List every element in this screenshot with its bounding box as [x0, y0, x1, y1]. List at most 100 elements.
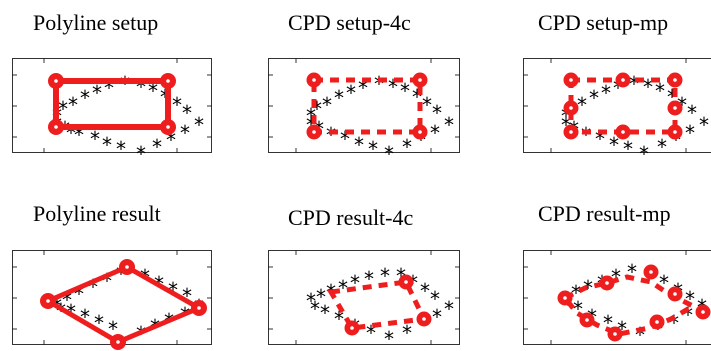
control-point	[306, 124, 322, 140]
svg-text:*: *	[102, 133, 112, 157]
svg-text:*: *	[583, 276, 593, 300]
svg-text:*: *	[180, 121, 190, 145]
control-point	[563, 100, 579, 116]
svg-text:*: *	[346, 81, 356, 105]
svg-text:*: *	[166, 128, 176, 152]
control-point	[615, 72, 631, 88]
svg-text:*: *	[685, 287, 695, 311]
panel-polyline-result: *** *** *** *** *** *** **	[12, 250, 212, 350]
point-cloud: *** *** *** *** *** *** *** **	[561, 72, 709, 166]
panel-title-cpd-result-mp: CPD result-mp	[538, 201, 671, 226]
svg-text:*: *	[430, 287, 440, 311]
svg-text:*: *	[639, 142, 649, 166]
svg-text:*: *	[685, 121, 695, 145]
control-point	[110, 334, 126, 350]
svg-text:*: *	[366, 321, 376, 345]
svg-text:*: *	[66, 121, 76, 145]
svg-text:*: *	[444, 297, 454, 321]
svg-text:*: *	[350, 271, 360, 295]
svg-text:*: *	[402, 321, 412, 345]
cpd-shape	[561, 274, 699, 337]
svg-text:*: *	[609, 133, 619, 157]
control-point	[412, 124, 428, 140]
panel-cpd-setup-mp: *** *** *** *** *** *** *** **	[523, 58, 711, 166]
panel-title-cpd-result-4c: CPD result-4c	[288, 205, 414, 230]
axis-frame	[12, 58, 212, 153]
svg-text:*: *	[432, 101, 442, 125]
axis-frame	[523, 250, 711, 345]
control-point	[40, 293, 56, 309]
svg-text:*: *	[402, 135, 412, 159]
svg-text:*: *	[168, 278, 178, 302]
svg-text:*: *	[384, 327, 394, 351]
svg-text:*: *	[182, 101, 192, 125]
control-point	[563, 124, 579, 140]
svg-text:*: *	[643, 75, 653, 99]
svg-text:*: *	[623, 137, 633, 161]
svg-text:*: *	[306, 289, 316, 313]
svg-text:*: *	[322, 93, 332, 117]
svg-text:*: *	[561, 113, 571, 137]
point-cloud: *** *** *** *** *** *** *** **	[306, 72, 454, 166]
svg-text:*: *	[116, 262, 126, 286]
svg-text:*: *	[182, 284, 192, 308]
svg-text:*: *	[629, 72, 639, 96]
svg-text:*: *	[617, 317, 627, 341]
svg-text:*: *	[316, 285, 326, 309]
svg-text:*: *	[116, 137, 126, 161]
svg-text:*: *	[603, 311, 613, 335]
control-point	[160, 119, 176, 135]
svg-text:*: *	[444, 113, 454, 137]
svg-text:*: *	[380, 264, 390, 288]
control-point	[643, 264, 659, 280]
panel-title-polyline-result: Polyline result	[33, 201, 161, 226]
svg-text:*: *	[136, 75, 146, 99]
control-point	[579, 312, 595, 328]
svg-text:*: *	[396, 264, 406, 288]
svg-text:*: *	[104, 76, 114, 100]
control-point	[48, 73, 64, 89]
svg-text:*: *	[581, 123, 591, 147]
control-point	[398, 274, 414, 290]
svg-text:*: *	[136, 142, 146, 166]
svg-text:*: *	[577, 93, 587, 117]
cpd-shape	[311, 77, 423, 135]
control-point	[191, 300, 207, 316]
svg-text:*: *	[430, 121, 440, 145]
svg-text:*: *	[62, 288, 72, 312]
svg-text:*: *	[671, 128, 681, 152]
control-point	[160, 73, 176, 89]
svg-text:*: *	[80, 305, 90, 329]
control-point	[412, 72, 428, 88]
control-point	[615, 124, 631, 140]
svg-text:*: *	[334, 307, 344, 331]
svg-text:*: *	[338, 276, 348, 300]
svg-text:*: *	[172, 93, 182, 117]
svg-text:*: *	[108, 317, 118, 341]
control-point	[667, 100, 683, 116]
svg-text:*: *	[374, 72, 384, 96]
svg-text:*: *	[364, 267, 374, 291]
svg-text:*: *	[388, 75, 398, 99]
svg-text:*: *	[655, 79, 665, 103]
panel-cpd-setup-4c: *** *** *** *** *** *** *** **	[268, 58, 460, 166]
svg-text:*: *	[334, 86, 344, 110]
control-point	[48, 119, 64, 135]
svg-text:*: *	[677, 93, 687, 117]
panel-title-polyline-setup: Polyline setup	[33, 10, 159, 35]
control-point	[667, 72, 683, 88]
svg-text:*: *	[667, 85, 677, 109]
svg-text:*: *	[601, 81, 611, 105]
control-point	[649, 314, 665, 330]
svg-text:*: *	[340, 127, 350, 151]
svg-text:*: *	[611, 265, 621, 289]
control-point	[557, 290, 573, 306]
svg-text:*: *	[320, 301, 330, 325]
svg-text:*: *	[412, 85, 422, 109]
svg-text:*: *	[669, 311, 679, 335]
panel-cpd-result-mp: *** *** *** *** *** *** **	[523, 250, 711, 347]
svg-text:*: *	[94, 311, 104, 335]
svg-text:*: *	[74, 123, 84, 147]
control-point	[344, 320, 360, 336]
control-point	[695, 304, 711, 320]
